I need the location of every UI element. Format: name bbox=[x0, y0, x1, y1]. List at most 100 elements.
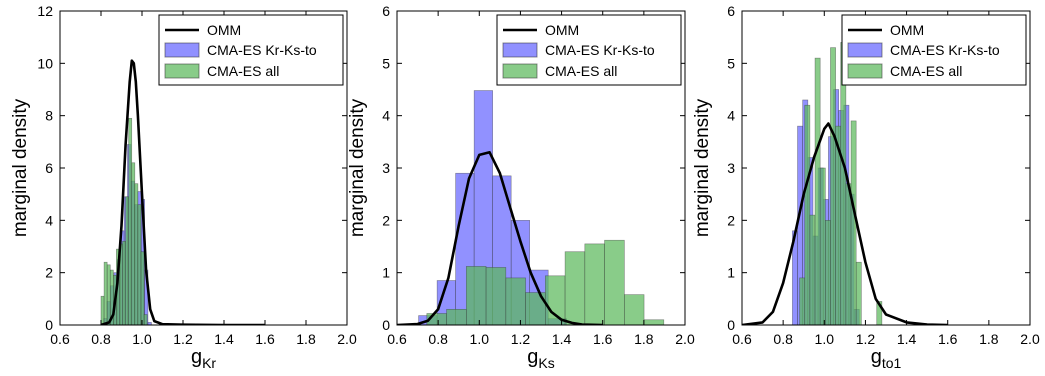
x-tick-label: 1.4 bbox=[214, 331, 234, 347]
x-tick-label: 0.6 bbox=[387, 331, 407, 347]
x-tick-label: 0.6 bbox=[50, 331, 70, 347]
hist-all-bar bbox=[140, 251, 145, 325]
hist-all-bar bbox=[564, 251, 586, 325]
x-tick-label: 1.0 bbox=[815, 331, 835, 347]
legend-all-label: CMA-ES all bbox=[890, 63, 962, 79]
hist-all-bar bbox=[809, 214, 816, 325]
x-tick-label: 1.0 bbox=[470, 331, 490, 347]
chart-panel-2: 0.6 0.8 1.0 1.2 1.4 1.6 1.8 2.0 0 1 2 3 4 5 6 marginal … bbox=[347, 3, 695, 371]
y-tick-label: 12 bbox=[37, 3, 53, 19]
y-tick-label: 3 bbox=[727, 160, 735, 176]
y-tick-label: 0 bbox=[727, 317, 735, 333]
y-tick-label: 6 bbox=[45, 160, 53, 176]
omm-curve bbox=[742, 122, 948, 325]
legend: OMM CMA-ES Kr-Ks-to CMA-ES all bbox=[496, 14, 682, 86]
hist-all-bar bbox=[122, 240, 126, 325]
hist-all-bar bbox=[103, 261, 108, 325]
x-tick-label: 1.0 bbox=[132, 331, 152, 347]
legend-omm-label: OMM bbox=[207, 22, 241, 38]
hist-all-bar bbox=[855, 261, 862, 325]
x-axis-label-subscript: Kr bbox=[202, 355, 216, 371]
y-tick-label: 0 bbox=[382, 317, 390, 333]
x-tick-label: 1.4 bbox=[552, 331, 572, 347]
legend-omm-label: OMM bbox=[890, 22, 924, 38]
y-tick-label: 1 bbox=[382, 265, 390, 281]
x-tick-label: 2.0 bbox=[337, 331, 357, 347]
hist-all-bar bbox=[128, 117, 133, 325]
legend-all-swatch bbox=[847, 63, 883, 79]
legend-kr-ks-to-swatch bbox=[164, 42, 200, 58]
hist-all-bar bbox=[137, 204, 142, 325]
x-axis-label-main: g bbox=[191, 346, 202, 368]
legend-kr-ks-to-swatch bbox=[847, 42, 883, 58]
hist-all-bar bbox=[876, 301, 883, 325]
hist-all-bar bbox=[624, 294, 645, 325]
legend: OMM CMA-ES Kr-Ks-to CMA-ES all bbox=[158, 14, 344, 86]
y-tick-label: 3 bbox=[382, 160, 390, 176]
hist-all-bar bbox=[466, 266, 487, 325]
hist-all-bar bbox=[814, 57, 821, 325]
hist-all-bar bbox=[643, 319, 665, 325]
legend-kr-ks-to-swatch bbox=[502, 42, 538, 58]
hist-all-bar bbox=[850, 120, 857, 325]
x-tick-label: 2.0 bbox=[675, 331, 695, 347]
x-axis-label: gKr bbox=[191, 346, 216, 371]
legend-kr-ks-to-label: CMA-ES Kr-Ks-to bbox=[207, 42, 317, 58]
x-tick-label: 1.4 bbox=[897, 331, 917, 347]
hist-all-bar bbox=[604, 239, 625, 325]
x-tick-label: 1.8 bbox=[634, 331, 654, 347]
hist-all-bar bbox=[505, 277, 526, 325]
plot-area bbox=[100, 59, 265, 325]
y-tick-label: 0 bbox=[45, 317, 53, 333]
hist-all-bar bbox=[446, 308, 467, 325]
chart-panel-3: 0.6 0.8 1.0 1.2 1.4 1.6 1.8 2.0 0 1 2 3 4 5 6 marginal … bbox=[692, 3, 1040, 371]
y-axis-label: marginal density bbox=[692, 98, 713, 237]
hist-all-bar bbox=[584, 243, 605, 325]
x-axis-label-subscript: to1 bbox=[882, 355, 902, 371]
hist-all-bar bbox=[125, 196, 129, 325]
y-axis-label: marginal density bbox=[347, 98, 368, 237]
plot-area bbox=[397, 90, 665, 325]
x-tick-label: 1.2 bbox=[173, 331, 193, 347]
y-axis-label: marginal density bbox=[10, 98, 31, 237]
x-tick-label: 2.0 bbox=[1020, 331, 1040, 347]
y-tick-label: 2 bbox=[727, 212, 735, 228]
omm-curve bbox=[100, 59, 265, 325]
hist-all-bar bbox=[131, 162, 136, 325]
y-tick-label: 5 bbox=[382, 55, 390, 71]
hist-all-bar bbox=[134, 183, 139, 325]
legend: OMM CMA-ES Kr-Ks-to CMA-ES all bbox=[841, 14, 1027, 86]
hist-all-bar bbox=[799, 277, 806, 325]
legend-omm-label: OMM bbox=[545, 22, 579, 38]
hist-all-bar bbox=[106, 264, 111, 325]
hist-all-bar bbox=[545, 275, 566, 325]
chart-panel-1: 0.6 0.8 1.0 1.2 1.4 1.6 1.8 2.0 0 2 4 6 8 10 12 margina… bbox=[10, 3, 357, 371]
plot-area bbox=[742, 42, 948, 325]
y-tick-label: 2 bbox=[45, 265, 53, 281]
legend-all-label: CMA-ES all bbox=[545, 63, 617, 79]
x-tick-label: 1.6 bbox=[593, 331, 613, 347]
hist-all-bar bbox=[485, 267, 507, 325]
y-tick-label: 2 bbox=[382, 212, 390, 228]
hist-all-bar bbox=[804, 104, 811, 325]
x-tick-label: 1.6 bbox=[255, 331, 275, 347]
y-tick-label: 4 bbox=[727, 108, 735, 124]
hist-all-bar bbox=[845, 183, 852, 325]
x-tick-label: 1.2 bbox=[856, 331, 876, 347]
x-axis-label: gKs bbox=[527, 346, 554, 371]
x-tick-label: 0.8 bbox=[428, 331, 448, 347]
y-tick-label: 6 bbox=[382, 3, 390, 19]
x-axis-label-main: g bbox=[527, 346, 538, 368]
hist-all-bar bbox=[825, 220, 831, 325]
omm-curve bbox=[397, 151, 603, 325]
legend-kr-ks-to-label: CMA-ES Kr-Ks-to bbox=[890, 42, 1000, 58]
legend-kr-ks-to-label: CMA-ES Kr-Ks-to bbox=[545, 42, 655, 58]
y-tick-label: 8 bbox=[45, 108, 53, 124]
y-tick-label: 6 bbox=[727, 3, 735, 19]
hist-all-bar bbox=[819, 167, 826, 325]
x-tick-label: 1.8 bbox=[979, 331, 999, 347]
x-tick-label: 0.6 bbox=[732, 331, 752, 347]
x-axis-label: gto1 bbox=[871, 346, 902, 371]
x-tick-label: 1.2 bbox=[511, 331, 531, 347]
